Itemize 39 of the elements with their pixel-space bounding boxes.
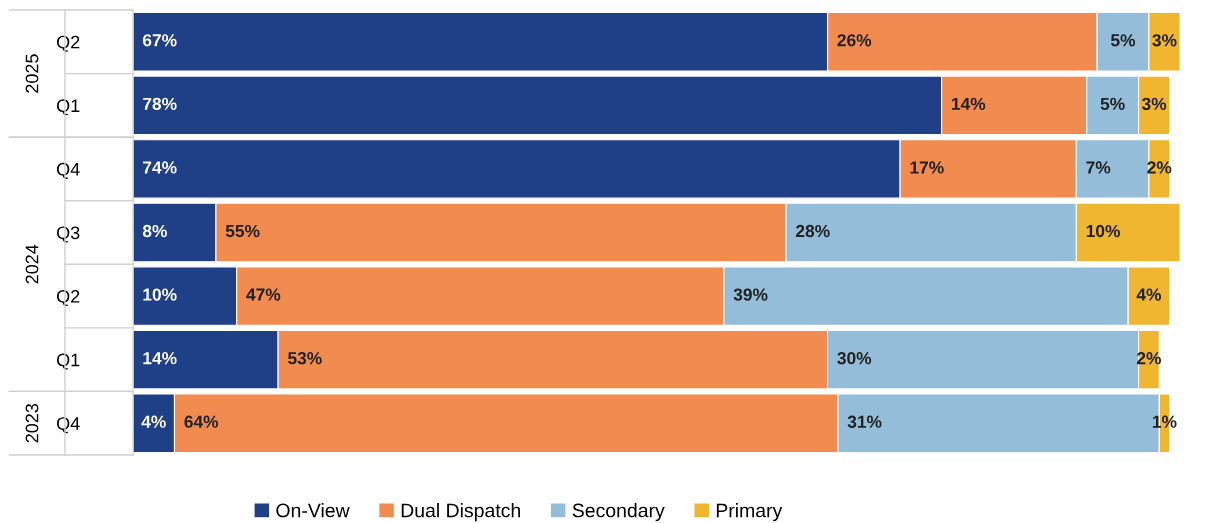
data-label: 8% (142, 224, 167, 238)
data-label: 17% (910, 161, 944, 174)
y-tick-label: Q2 (56, 35, 80, 52)
data-label: 64% (184, 415, 219, 428)
y-tick-label: Q4 (56, 162, 80, 179)
data-label: 39% (733, 288, 768, 301)
text: 2024 (25, 244, 39, 284)
data-label: 47% (246, 288, 281, 301)
y-tick-label: Q1 (56, 99, 80, 116)
data-label: 67% (142, 34, 177, 47)
text: 2025 (25, 54, 39, 93)
data-label: 26% (837, 34, 872, 47)
data-label: 28% (796, 224, 830, 238)
data-label: 3% (1141, 97, 1167, 111)
y-tick-label: Q3 (56, 226, 80, 243)
data-label: 10% (143, 288, 177, 301)
legend-label: Primary (716, 503, 783, 522)
data-label: 31% (847, 415, 882, 428)
data-label: 4% (1136, 288, 1161, 301)
data-label: 10% (1086, 224, 1120, 238)
y-tick-label: Q4 (56, 417, 80, 434)
data-label: 78% (143, 97, 177, 111)
data-label: 5% (1110, 34, 1136, 47)
data-label: 14% (952, 97, 986, 110)
y-tick-label: Q2 (56, 290, 80, 307)
data-label: 53% (287, 352, 322, 365)
legend-label: Secondary (572, 503, 665, 522)
data-label: 4% (141, 415, 166, 428)
data-label: 74% (143, 161, 177, 174)
data-label: 5% (1100, 97, 1125, 111)
text: 2023 (25, 403, 39, 443)
data-label: 14% (143, 352, 177, 365)
data-label: 55% (225, 224, 260, 238)
data-label: 3% (1152, 34, 1177, 47)
data-label: 7% (1086, 161, 1111, 174)
legend-label: Dual Dispatch (401, 503, 520, 522)
legend-label: On-View (276, 503, 350, 518)
y-tick-label: Q1 (56, 353, 80, 370)
data-label: 30% (837, 352, 872, 365)
